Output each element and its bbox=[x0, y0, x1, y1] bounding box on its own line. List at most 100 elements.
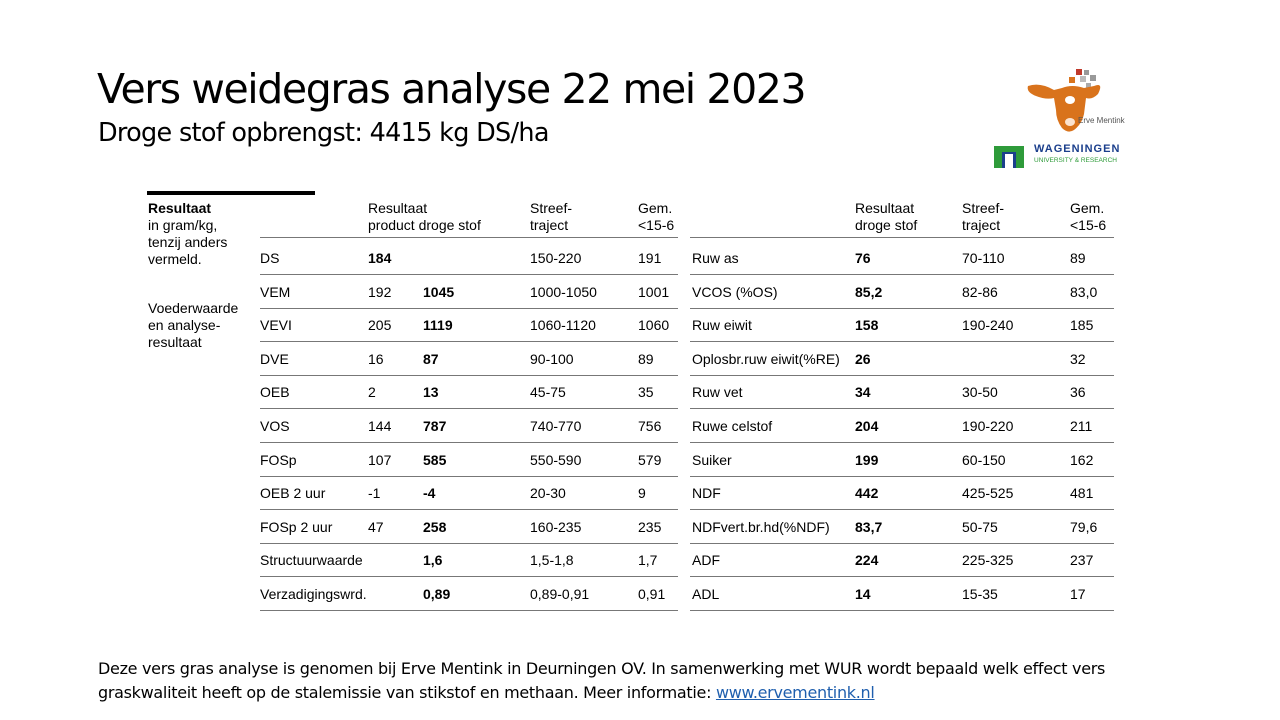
right-row-drystof: 14 bbox=[855, 586, 871, 602]
left-row-name: VOS bbox=[260, 418, 290, 434]
right-row-name: Ruw eiwit bbox=[692, 317, 752, 334]
left-row-rule bbox=[260, 341, 678, 343]
right-row-rule bbox=[690, 408, 1114, 410]
left-row-gem: 0,91 bbox=[638, 586, 666, 602]
left-row-rule bbox=[260, 610, 678, 611]
right-row-traject: 425-525 bbox=[962, 485, 1014, 502]
left-row-drystof: 585 bbox=[423, 451, 447, 468]
left-row-name: DVE bbox=[260, 350, 289, 367]
left-row-gem: 89 bbox=[638, 350, 654, 367]
left-row-product: 107 bbox=[368, 451, 392, 468]
left-row-rule bbox=[260, 307, 678, 309]
left-row-drystof: 0,89 bbox=[423, 586, 451, 602]
left-row-name: FOSp bbox=[260, 451, 297, 468]
left-row-name: DS bbox=[260, 250, 280, 266]
right-header-gem: Gem. <15-6 bbox=[1070, 200, 1107, 233]
right-row-traject: 82-86 bbox=[962, 283, 998, 300]
right-row-rule bbox=[690, 341, 1114, 343]
cow-logo-text: Erve Mentink bbox=[1078, 116, 1125, 125]
left-row-product: -1 bbox=[368, 485, 381, 502]
left-row-traject: 0,89-0,91 bbox=[530, 586, 590, 602]
left-row-drystof: 787 bbox=[423, 418, 447, 434]
left-row-product: 192 bbox=[368, 283, 392, 300]
right-row-name: Suiker bbox=[692, 451, 732, 468]
left-row-name: FOSp 2 uur bbox=[260, 518, 333, 535]
left-row-traject: 150-220 bbox=[530, 250, 582, 266]
right-row-gem: 237 bbox=[1070, 552, 1094, 569]
right-row-traject: 190-220 bbox=[962, 418, 1014, 434]
right-row-gem: 185 bbox=[1070, 317, 1094, 334]
left-row-drystof: 13 bbox=[423, 384, 439, 401]
left-row-gem: 756 bbox=[638, 418, 662, 434]
slide-title: Vers weidegras analyse 22 mei 2023 bbox=[97, 65, 807, 113]
left-header-rule bbox=[260, 237, 678, 238]
left-row-rule bbox=[260, 274, 678, 275]
slide-subtitle: Droge stof opbrengst: 4415 kg DS/ha bbox=[98, 118, 549, 148]
left-row-rule bbox=[260, 408, 678, 410]
right-row-name: Oplosbr.ruw eiwit(%RE) bbox=[692, 350, 840, 367]
left-row-traject: 45-75 bbox=[530, 384, 566, 401]
left-row-drystof: 87 bbox=[423, 350, 439, 367]
right-row-gem: 36 bbox=[1070, 384, 1086, 401]
right-row-drystof: 83,7 bbox=[855, 518, 883, 535]
right-row-drystof: 158 bbox=[855, 317, 879, 334]
left-row-rule bbox=[260, 542, 678, 544]
left-header-gem: Gem. <15-6 bbox=[638, 200, 675, 233]
right-row-gem: 79,6 bbox=[1070, 518, 1098, 535]
right-row-drystof: 199 bbox=[855, 451, 879, 468]
left-row-drystof: 1,6 bbox=[423, 552, 443, 569]
left-row-name: OEB bbox=[260, 384, 290, 401]
side-line: vermeld. bbox=[148, 251, 202, 267]
right-row-gem: 89 bbox=[1070, 250, 1086, 266]
footer-link[interactable]: www.ervementink.nl bbox=[715, 683, 875, 702]
right-row-gem: 32 bbox=[1070, 350, 1086, 367]
right-row-traject: 50-75 bbox=[962, 518, 998, 535]
left-header-resultaat: Resultaat product droge stof bbox=[368, 200, 481, 233]
footer-text: Deze vers gras analyse is genomen bij Er… bbox=[98, 657, 1178, 705]
right-row-gem: 162 bbox=[1070, 451, 1094, 468]
right-row-gem: 17 bbox=[1070, 586, 1086, 602]
table-heavy-rule bbox=[147, 191, 315, 195]
wageningen-logo: WAGENINGEN UNIVERSITY & RESEARCH bbox=[992, 140, 1132, 172]
right-row-name: VCOS (%OS) bbox=[692, 283, 778, 300]
left-row-gem: 1001 bbox=[638, 283, 670, 300]
right-row-gem: 83,0 bbox=[1070, 283, 1098, 300]
left-row-traject: 90-100 bbox=[530, 350, 574, 367]
right-row-drystof: 442 bbox=[855, 485, 879, 502]
left-row-rule bbox=[260, 576, 678, 578]
right-row-name: NDF bbox=[692, 485, 721, 502]
right-row-rule bbox=[690, 542, 1114, 544]
left-row-name: OEB 2 uur bbox=[260, 485, 326, 502]
right-row-drystof: 204 bbox=[855, 418, 879, 434]
footer-body: Deze vers gras analyse is genomen bij Er… bbox=[98, 659, 1106, 702]
left-row-gem: 579 bbox=[638, 451, 662, 468]
left-row-name: VEM bbox=[260, 283, 291, 300]
left-row-rule bbox=[260, 509, 678, 511]
right-row-traject: 190-240 bbox=[962, 317, 1014, 334]
right-header-rule bbox=[690, 237, 1114, 238]
side-note-line: resultaat bbox=[148, 334, 202, 350]
right-row-gem: 211 bbox=[1070, 418, 1093, 434]
right-row-traject: 30-50 bbox=[962, 384, 998, 401]
right-row-rule bbox=[690, 475, 1114, 477]
right-row-rule bbox=[690, 509, 1114, 511]
right-row-drystof: 34 bbox=[855, 384, 871, 401]
right-row-traject: 225-325 bbox=[962, 552, 1014, 569]
left-row-gem: 1,7 bbox=[638, 552, 658, 569]
left-row-product: 144 bbox=[368, 418, 392, 434]
left-row-name: Structuurwaarde bbox=[260, 552, 363, 569]
wur-logo-text: WAGENINGEN bbox=[1034, 143, 1121, 155]
right-row-traject: 15-35 bbox=[962, 586, 998, 602]
right-row-rule bbox=[690, 374, 1114, 376]
left-row-gem: 235 bbox=[638, 518, 662, 535]
left-row-traject: 1060-1120 bbox=[530, 317, 596, 334]
right-row-name: Ruwe celstof bbox=[692, 418, 773, 434]
left-row-traject: 550-590 bbox=[530, 451, 582, 468]
right-row-rule bbox=[690, 307, 1114, 309]
table-side-label: Resultaat in gram/kg, tenzij anders verm… bbox=[148, 200, 227, 268]
right-row-rule bbox=[690, 442, 1114, 443]
right-row-drystof: 224 bbox=[855, 552, 879, 569]
right-header-resultaat: Resultaat droge stof bbox=[855, 200, 918, 233]
left-row-rule bbox=[260, 475, 678, 477]
right-row-gem: 481 bbox=[1070, 485, 1094, 502]
